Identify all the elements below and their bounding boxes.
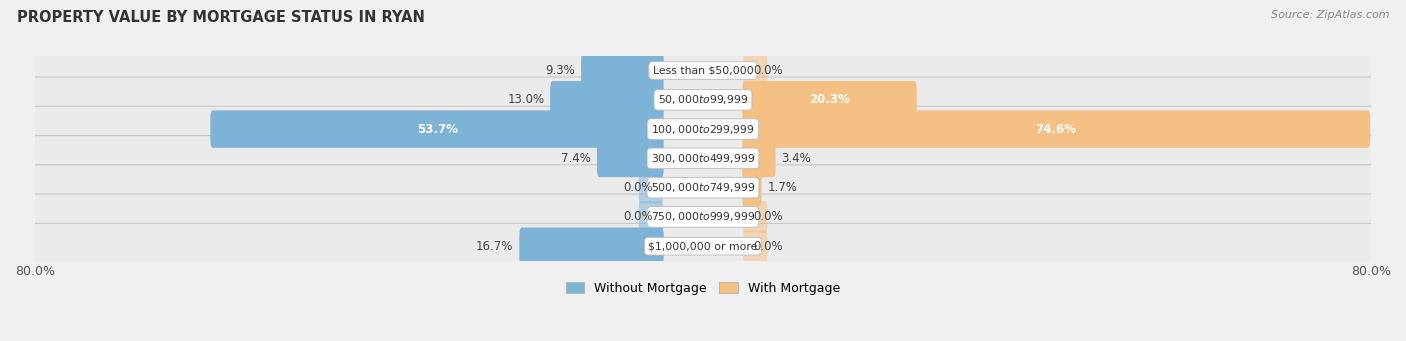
FancyBboxPatch shape bbox=[28, 165, 1378, 210]
Text: 3.4%: 3.4% bbox=[782, 152, 811, 165]
FancyBboxPatch shape bbox=[744, 55, 768, 86]
Text: 0.0%: 0.0% bbox=[623, 181, 652, 194]
Text: 7.4%: 7.4% bbox=[561, 152, 591, 165]
FancyBboxPatch shape bbox=[550, 81, 664, 119]
FancyBboxPatch shape bbox=[28, 194, 1378, 240]
Text: Source: ZipAtlas.com: Source: ZipAtlas.com bbox=[1271, 10, 1389, 20]
Text: 53.7%: 53.7% bbox=[416, 123, 457, 136]
FancyBboxPatch shape bbox=[742, 169, 762, 206]
FancyBboxPatch shape bbox=[742, 110, 1371, 148]
Text: $1,000,000 or more: $1,000,000 or more bbox=[648, 241, 758, 251]
FancyBboxPatch shape bbox=[28, 106, 1378, 152]
FancyBboxPatch shape bbox=[211, 110, 664, 148]
Text: $100,000 to $299,999: $100,000 to $299,999 bbox=[651, 123, 755, 136]
FancyBboxPatch shape bbox=[519, 227, 664, 265]
Text: 0.0%: 0.0% bbox=[623, 210, 652, 223]
Text: 9.3%: 9.3% bbox=[546, 64, 575, 77]
FancyBboxPatch shape bbox=[742, 140, 776, 177]
FancyBboxPatch shape bbox=[742, 81, 917, 119]
Text: $300,000 to $499,999: $300,000 to $499,999 bbox=[651, 152, 755, 165]
Text: $500,000 to $749,999: $500,000 to $749,999 bbox=[651, 181, 755, 194]
FancyBboxPatch shape bbox=[28, 223, 1378, 269]
Text: 20.3%: 20.3% bbox=[808, 93, 849, 106]
FancyBboxPatch shape bbox=[638, 201, 662, 233]
Text: 74.6%: 74.6% bbox=[1036, 123, 1077, 136]
FancyBboxPatch shape bbox=[28, 77, 1378, 123]
FancyBboxPatch shape bbox=[744, 231, 768, 262]
Text: 13.0%: 13.0% bbox=[508, 93, 544, 106]
Text: PROPERTY VALUE BY MORTGAGE STATUS IN RYAN: PROPERTY VALUE BY MORTGAGE STATUS IN RYA… bbox=[17, 10, 425, 25]
FancyBboxPatch shape bbox=[744, 201, 768, 233]
Text: Less than $50,000: Less than $50,000 bbox=[652, 65, 754, 76]
Text: 0.0%: 0.0% bbox=[754, 240, 783, 253]
Text: $50,000 to $99,999: $50,000 to $99,999 bbox=[658, 93, 748, 106]
Legend: Without Mortgage, With Mortgage: Without Mortgage, With Mortgage bbox=[561, 277, 845, 300]
FancyBboxPatch shape bbox=[638, 172, 662, 204]
Text: 1.7%: 1.7% bbox=[768, 181, 797, 194]
FancyBboxPatch shape bbox=[598, 140, 664, 177]
Text: 0.0%: 0.0% bbox=[754, 64, 783, 77]
Text: 16.7%: 16.7% bbox=[477, 240, 513, 253]
FancyBboxPatch shape bbox=[28, 48, 1378, 93]
Text: $750,000 to $999,999: $750,000 to $999,999 bbox=[651, 210, 755, 223]
FancyBboxPatch shape bbox=[28, 136, 1378, 181]
FancyBboxPatch shape bbox=[581, 52, 664, 89]
Text: 0.0%: 0.0% bbox=[754, 210, 783, 223]
